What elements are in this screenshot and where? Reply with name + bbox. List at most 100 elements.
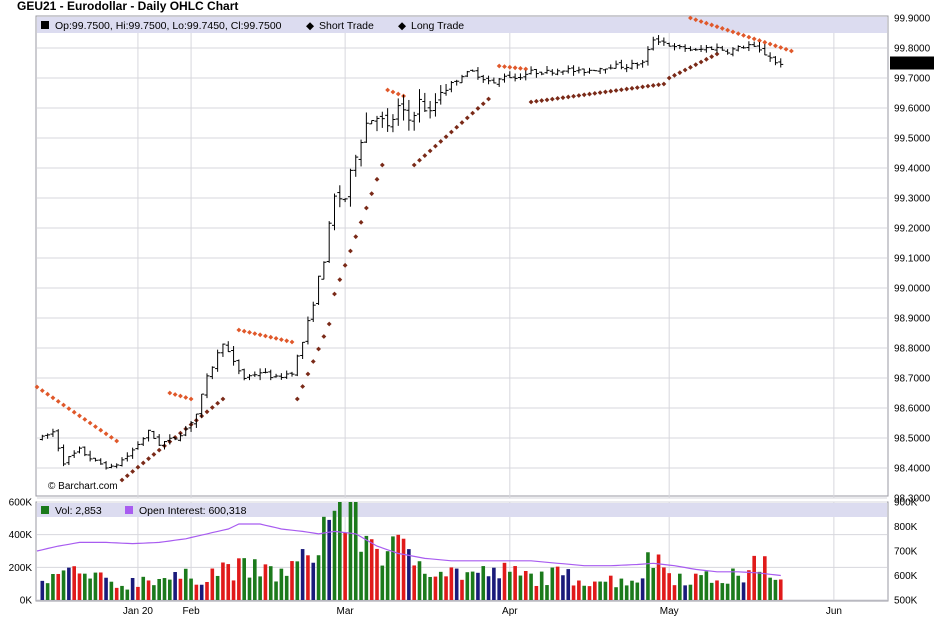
long-trade-dot xyxy=(650,83,656,88)
long-trade-dot xyxy=(688,64,693,70)
long-trade-dot xyxy=(427,148,433,154)
volume-bar xyxy=(497,578,501,600)
short-trade-dot xyxy=(114,438,120,444)
ohlc-bar xyxy=(539,71,545,76)
ohlc-bar xyxy=(289,371,295,377)
last-price-label: 99.7500 xyxy=(893,59,930,70)
long-trade-dot xyxy=(417,157,422,163)
short-trade-dot xyxy=(751,36,757,42)
ohlc-bar xyxy=(305,316,311,345)
volume-bar xyxy=(327,519,331,600)
short-trade-dot xyxy=(507,64,513,70)
ohlc-bar xyxy=(310,301,316,322)
volume-bar xyxy=(322,516,326,600)
long-trade-dot xyxy=(549,96,555,102)
volume-bar xyxy=(672,585,677,600)
short-trade-dot xyxy=(688,15,693,21)
long-trade-dot xyxy=(459,120,465,125)
short-trade-dot xyxy=(735,31,741,37)
short-trade-dot xyxy=(730,29,736,35)
volume-bar xyxy=(205,581,209,600)
ohlc-bar xyxy=(613,60,619,69)
ohlc-bar xyxy=(172,436,178,441)
volume-bar xyxy=(237,558,241,600)
short-trade-dot xyxy=(741,32,746,38)
volume-bar xyxy=(561,575,565,600)
ohlc-bar xyxy=(565,65,571,74)
long-trade-dot xyxy=(475,106,481,111)
price-y-tick-label: 99.5000 xyxy=(894,134,931,145)
long-trade-dot xyxy=(581,92,587,98)
short-trade-dot xyxy=(34,384,40,390)
short-trade-dot xyxy=(714,24,720,30)
volume-bar xyxy=(56,573,61,600)
volume-bar xyxy=(183,568,188,600)
ohlc-bar xyxy=(464,70,470,78)
price-y-tick-label: 99.7000 xyxy=(894,74,931,85)
ohlc-bar xyxy=(273,373,279,378)
volume-bar xyxy=(577,580,581,600)
ohlc-bar xyxy=(140,437,146,446)
ohlc-bar xyxy=(480,74,486,83)
volume-bar xyxy=(407,549,411,600)
volume-bar xyxy=(253,559,257,600)
long-trade-dot xyxy=(130,469,136,474)
volume-bar xyxy=(332,510,337,600)
volume-bar xyxy=(715,580,719,600)
ohlc-bar xyxy=(130,447,136,459)
ohlc-bar xyxy=(432,93,438,117)
ohlc-bar xyxy=(709,46,715,51)
long-trade-legend-icon: ◆ xyxy=(398,20,407,32)
ohlc-bar xyxy=(454,79,460,86)
ohlc-bar xyxy=(332,193,337,231)
long-trade-dot xyxy=(640,84,646,90)
x-tick-label: Apr xyxy=(502,606,518,617)
ohlc-bar xyxy=(162,440,167,450)
short-trade-dot xyxy=(783,46,789,52)
volume-bar xyxy=(120,585,124,600)
long-trade-dot xyxy=(124,473,130,479)
long-trade-dot xyxy=(613,88,619,93)
short-trade-dot xyxy=(496,63,502,69)
ohlc-bar xyxy=(103,461,109,470)
volume-bar xyxy=(284,575,289,600)
volume-bar xyxy=(438,571,443,600)
volume-bar xyxy=(380,565,385,600)
long-trade-dot xyxy=(337,277,343,283)
price-y-tick-label: 99.8000 xyxy=(894,44,931,55)
volume-bar xyxy=(258,576,262,600)
long-trade-dot xyxy=(300,384,306,389)
volume-bar xyxy=(566,569,571,600)
short-trade-dot xyxy=(273,336,279,341)
ohlc-bar xyxy=(262,368,268,374)
ohlc-bar xyxy=(475,67,481,80)
long-trade-dot xyxy=(310,359,316,364)
open-interest-y-tick-label: 800K xyxy=(894,522,918,533)
x-tick-label: Jan 20 xyxy=(123,606,153,617)
volume-bar xyxy=(667,573,671,600)
long-trade-dot xyxy=(587,91,592,97)
volume-bar xyxy=(656,554,661,600)
volume-bar xyxy=(51,574,55,600)
volume-bar xyxy=(338,502,342,600)
ohlc-bar xyxy=(448,81,454,93)
volume-bar xyxy=(508,571,512,600)
ohlc-bar xyxy=(167,434,173,445)
ohlc-bar xyxy=(422,92,428,112)
volume-bar xyxy=(61,570,66,600)
volume-bar xyxy=(768,577,772,600)
long-trade-dot xyxy=(326,321,332,327)
short-trade-dot xyxy=(278,337,284,342)
volume-bar xyxy=(630,580,634,600)
volume-bar xyxy=(152,585,156,600)
ohlc-bar xyxy=(61,444,67,467)
volume-bar xyxy=(614,587,618,600)
short-trade-dot xyxy=(183,395,189,400)
short-trade-dot xyxy=(762,39,768,45)
volume-bar xyxy=(752,555,756,600)
short-trade-dot xyxy=(87,420,93,426)
volume-y-axis: 600K 400K 200K 0K xyxy=(9,498,33,607)
short-trade-dot xyxy=(746,34,752,40)
short-trade-dot xyxy=(61,402,66,408)
long-trade-dot xyxy=(677,70,683,76)
